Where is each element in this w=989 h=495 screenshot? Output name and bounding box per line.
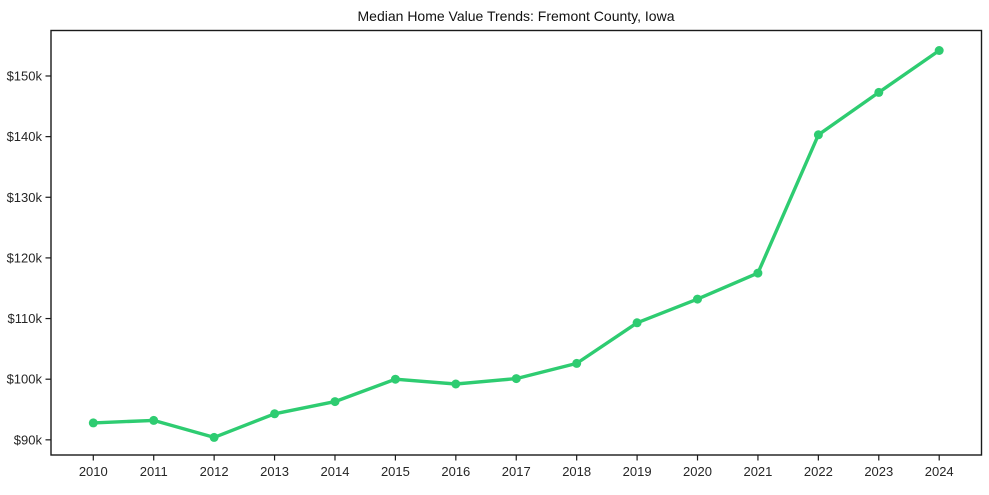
x-tick-label: 2024 (925, 464, 954, 479)
x-tick-label: 2014 (321, 464, 350, 479)
x-tick-label: 2023 (864, 464, 893, 479)
y-tick-label: $140k (7, 129, 43, 144)
y-tick-label: $90k (14, 432, 43, 447)
data-point (693, 294, 702, 304)
x-tick-label: 2011 (140, 464, 168, 479)
data-point (813, 130, 823, 140)
plot-border (50, 29, 983, 456)
y-tick-label: $130k (7, 190, 43, 205)
data-point (451, 379, 461, 389)
data-point (330, 397, 340, 407)
x-tick-label: 2012 (200, 464, 229, 479)
x-tick-label: 2016 (441, 464, 470, 479)
x-tick-label: 2017 (502, 464, 531, 479)
data-point (934, 46, 944, 55)
data-point (209, 432, 219, 442)
x-tick-label: 2013 (260, 464, 289, 479)
x-tick-label: 2019 (623, 464, 652, 479)
chart-title: Median Home Value Trends: Fremont County… (358, 8, 675, 24)
data-point (270, 409, 280, 419)
data-point (632, 318, 642, 328)
data-point (572, 358, 582, 368)
y-tick-label: $100k (7, 372, 43, 387)
data-point (390, 374, 400, 384)
x-tick-label: 2022 (804, 464, 833, 479)
x-tick-label: 2018 (562, 464, 591, 479)
x-tick-label: 2015 (381, 464, 410, 479)
x-tick-label: 2021 (743, 464, 772, 479)
data-point (88, 418, 98, 428)
x-tick-label: 2020 (683, 464, 712, 479)
data-point (753, 268, 763, 278)
data-point (874, 87, 884, 97)
x-tick-label: 2010 (79, 464, 108, 479)
data-point (511, 374, 521, 384)
y-tick-label: $150k (7, 68, 43, 83)
data-point (149, 415, 159, 425)
y-tick-label: $110k (8, 311, 43, 326)
y-tick-label: $120k (7, 250, 43, 265)
